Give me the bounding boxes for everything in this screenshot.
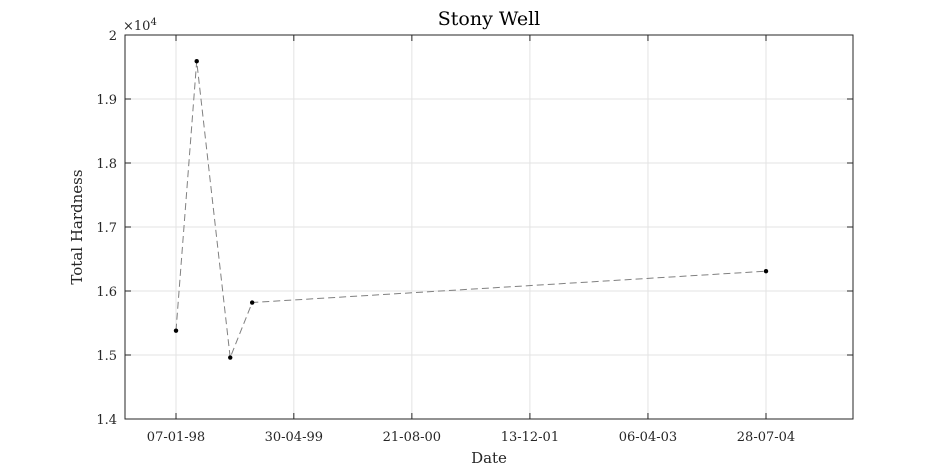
- series-line: [175, 61, 767, 358]
- y-tick-label: 1.7: [96, 221, 117, 236]
- data-point: [228, 355, 233, 360]
- data-point: [194, 59, 199, 64]
- data-point: [173, 328, 179, 333]
- chart-title: Stony Well: [438, 8, 540, 30]
- y-axis-label: Total Hardness: [68, 169, 86, 284]
- x-tick-label: 07-01-98: [147, 430, 205, 445]
- tick-labels: 07-01-98 30-04-99 21-08-00 13-12-01 06-04-03…: [96, 29, 795, 445]
- x-tick-label: 28-07-04: [737, 430, 795, 445]
- y-tick-label: 2: [109, 29, 117, 44]
- y-tick-label: 1.5: [96, 349, 117, 364]
- data-point: [763, 268, 769, 274]
- y-tick-label: 1.6: [96, 285, 117, 300]
- y-tick-label: 1.9: [96, 93, 117, 108]
- tick-marks: [125, 34, 853, 420]
- x-tick-label: 30-04-99: [265, 430, 323, 445]
- y-tick-label: 1.4: [96, 413, 117, 428]
- x-tick-label: 06-04-03: [619, 430, 677, 445]
- x-tick-label: 21-08-00: [383, 430, 441, 445]
- x-axis-label: Date: [471, 449, 507, 467]
- series-group: [173, 59, 769, 360]
- y-exponent-label: ×104: [123, 17, 157, 34]
- y-tick-label: 1.8: [96, 157, 117, 172]
- x-tick-label: 13-12-01: [501, 430, 559, 445]
- data-point: [249, 300, 255, 305]
